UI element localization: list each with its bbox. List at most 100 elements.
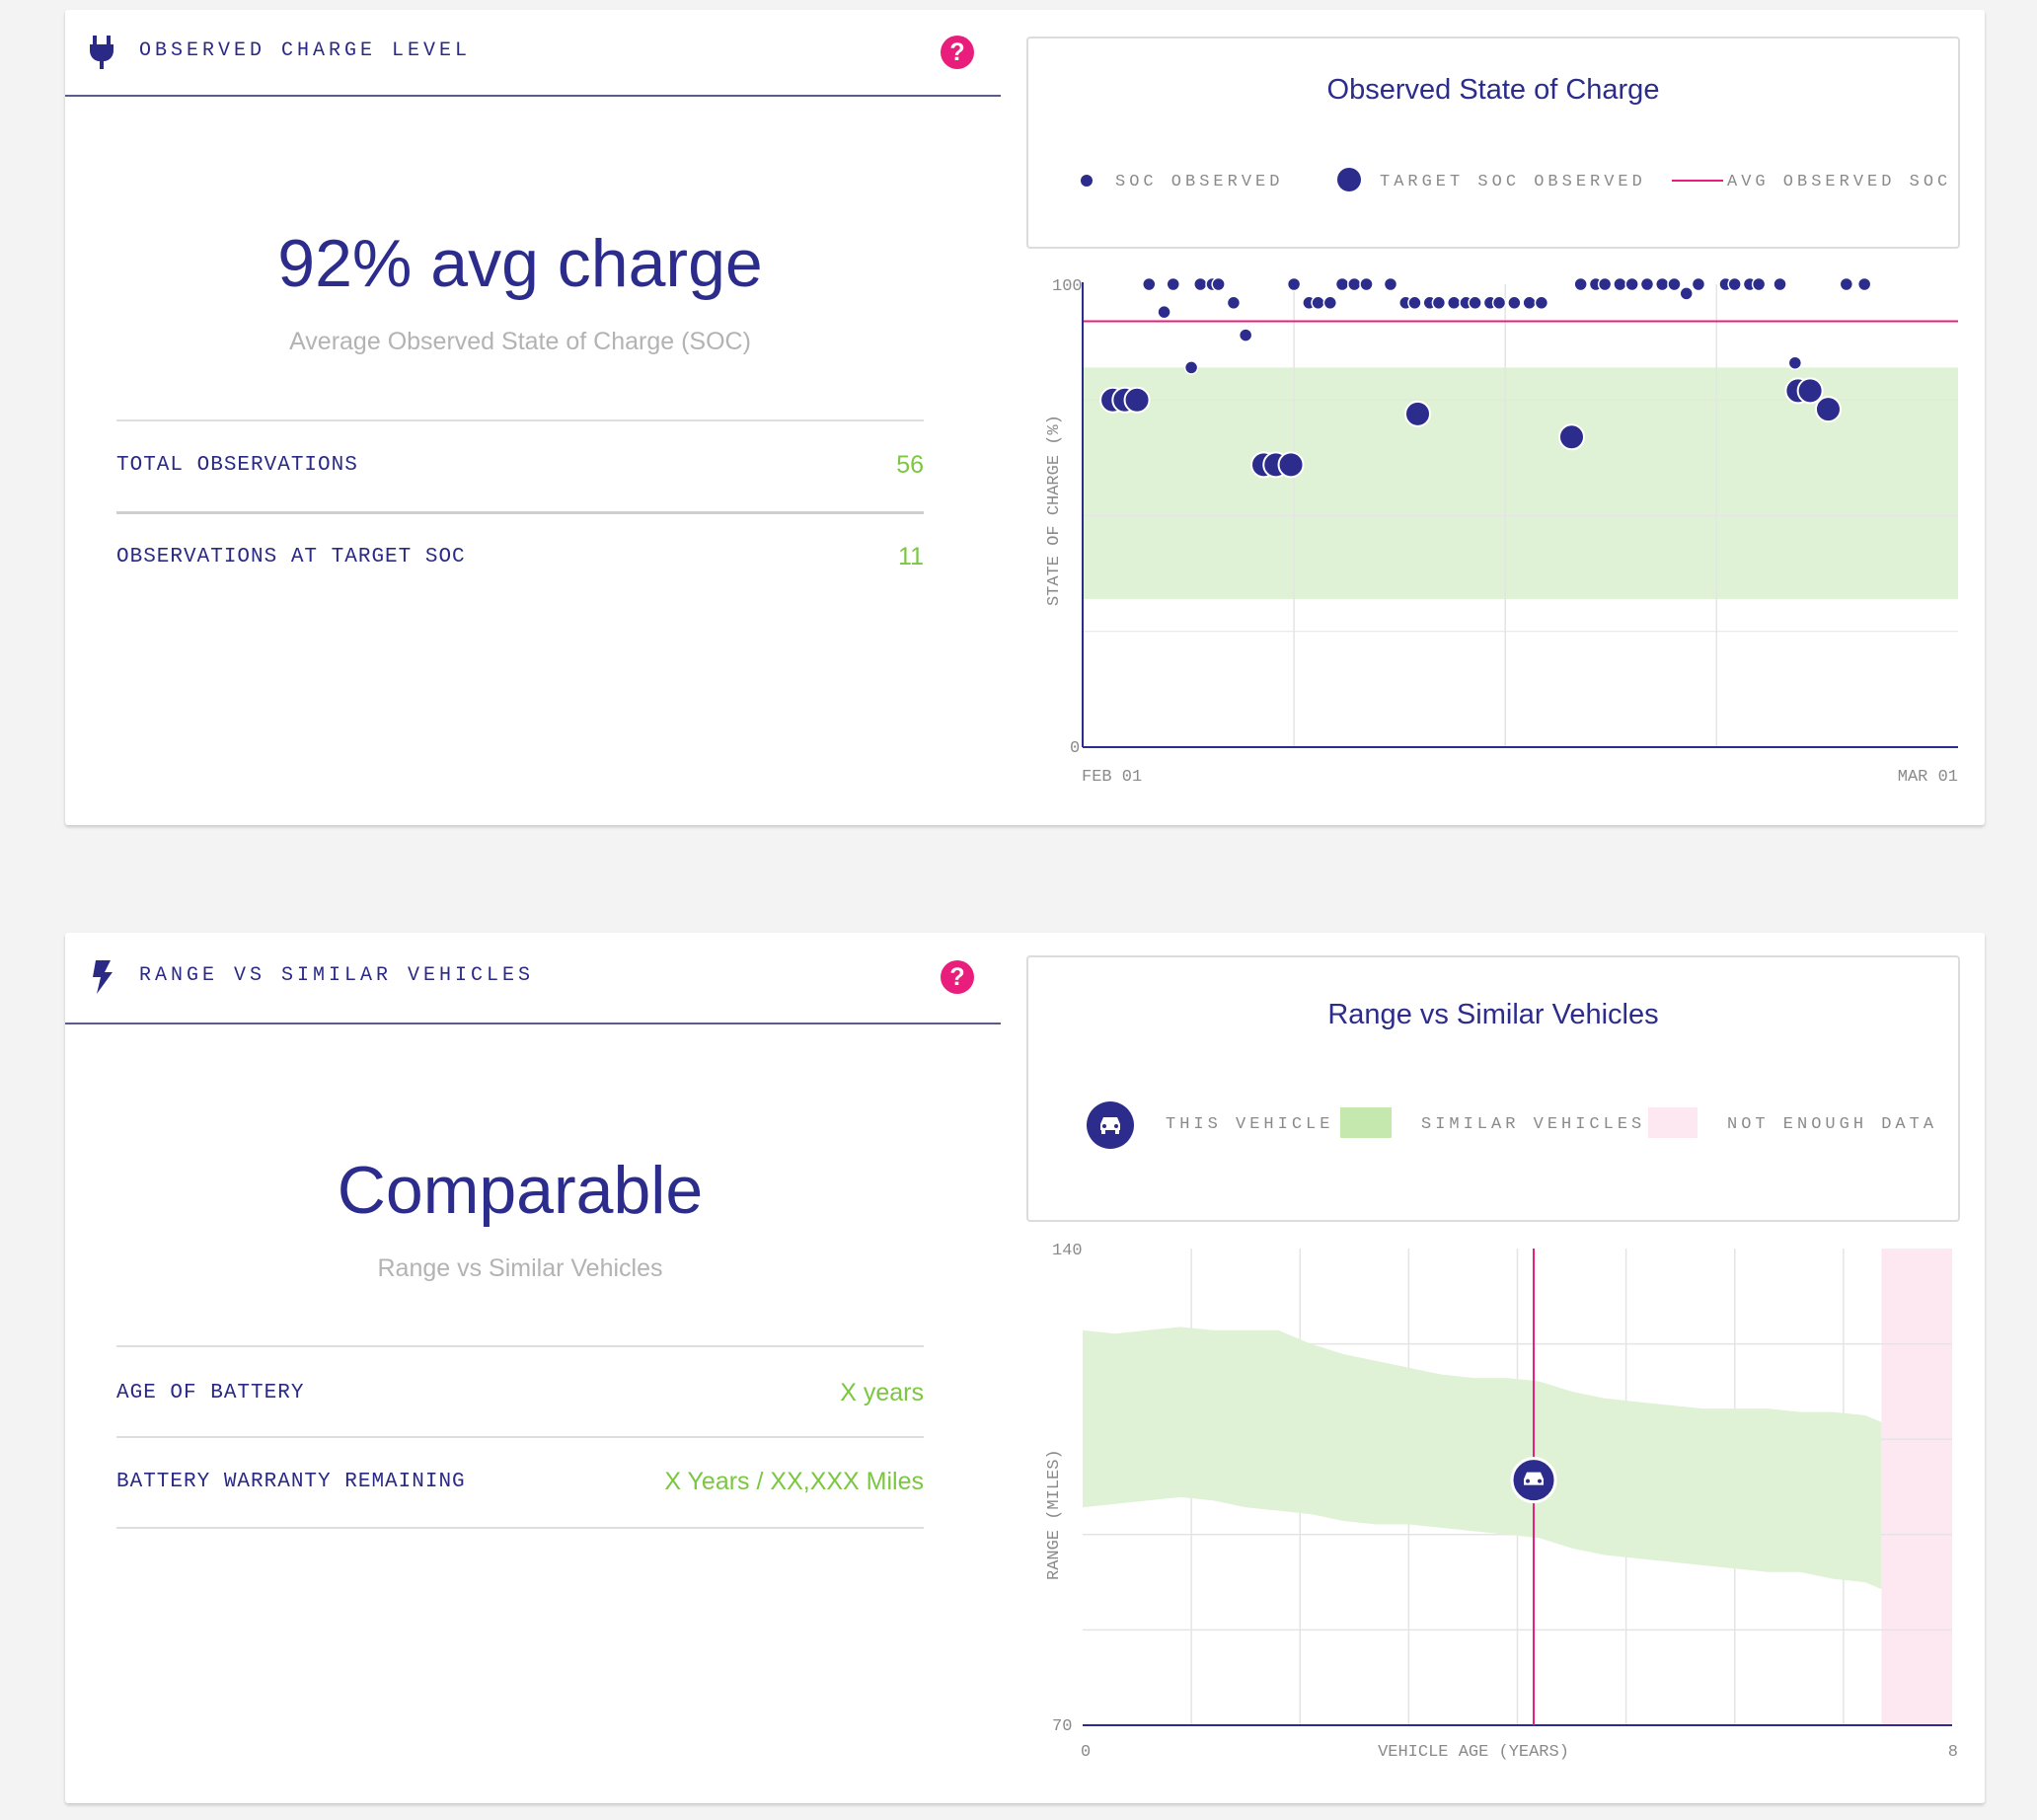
- similar-vehicles-band: [1083, 1327, 1882, 1589]
- soc-observed-point: [1322, 295, 1338, 311]
- soc-observed-point: [1347, 276, 1362, 292]
- warranty-value: X Years / XX,XXX Miles: [664, 1468, 924, 1495]
- range-x-tick-start: 0: [1081, 1743, 1091, 1762]
- soc-observed-point: [1639, 276, 1655, 292]
- soc-observed-point: [1468, 295, 1482, 311]
- car-icon-light: [1526, 1479, 1531, 1483]
- range-panel-title: RANGE VS SIMILAR VEHICLES: [139, 964, 535, 987]
- avg-charge-subtitle: Average Observed State of Charge (SOC): [289, 328, 751, 355]
- soc-observed-point: [1751, 276, 1767, 292]
- divider: [116, 511, 924, 514]
- range-y-axis-label: RANGE (MILES): [1045, 1449, 1064, 1580]
- soc-observed-point: [1534, 295, 1549, 311]
- soc-y-tick-min: 0: [1070, 739, 1080, 758]
- range-y-tick-max: 140: [1052, 1242, 1083, 1260]
- range-card: RANGE VS SIMILAR VEHICLES ? Comparable R…: [65, 933, 1985, 1803]
- target-soc-point: [1404, 400, 1432, 427]
- soc-observed-point: [1727, 276, 1742, 292]
- soc-observed-point: [1238, 328, 1253, 342]
- not-enough-data-swatch: [1648, 1107, 1698, 1138]
- charge-panel-header: OBSERVED CHARGE LEVEL ?: [65, 10, 1001, 97]
- soc-observed-point: [1226, 295, 1242, 311]
- soc-plot-area: [1082, 276, 1958, 748]
- charge-panel-title: OBSERVED CHARGE LEVEL: [139, 39, 472, 62]
- similar-vehicles-legend-label: SIMILAR VEHICLES: [1421, 1115, 1646, 1134]
- target-soc-point: [1796, 377, 1824, 405]
- divider: [116, 1436, 924, 1438]
- soc-observed-point: [1211, 276, 1226, 292]
- target-soc-point: [1123, 386, 1151, 414]
- soc-observed-point: [1667, 276, 1682, 292]
- range-plot-area: [1083, 1249, 1952, 1726]
- soc-observed-point: [1613, 276, 1627, 292]
- soc-observed-point: [1839, 276, 1854, 292]
- car-icon: [1524, 1472, 1545, 1485]
- range-chart-title: Range vs Similar Vehicles: [1327, 999, 1659, 1030]
- soc-x-tick-start: FEB 01: [1082, 768, 1142, 787]
- target-soc-point: [1277, 451, 1305, 479]
- divider: [116, 1345, 924, 1347]
- soc-observed-point: [1655, 276, 1670, 292]
- soc-observed-legend-label: SOC OBSERVED: [1115, 173, 1284, 191]
- soc-observed-point: [1507, 295, 1522, 311]
- range-x-tick-end: 8: [1948, 1743, 1958, 1762]
- soc-observed-point: [1773, 276, 1787, 292]
- soc-observed-point: [1193, 276, 1208, 292]
- target-soc-legend-label: TARGET SOC OBSERVED: [1380, 173, 1646, 191]
- soc-observed-point: [1311, 295, 1325, 311]
- range-x-axis-label: VEHICLE AGE (YEARS): [1378, 1743, 1569, 1762]
- soc-x-tick-end: MAR 01: [1898, 768, 1958, 787]
- range-y-tick-min: 70: [1052, 1717, 1072, 1736]
- not-enough-data-region: [1881, 1249, 1952, 1725]
- soc-observed-point: [1679, 286, 1694, 301]
- total-observations-value: 56: [896, 451, 924, 479]
- this-vehicle-legend-label: THIS VEHICLE: [1166, 1115, 1334, 1134]
- target-soc-point: [1557, 423, 1585, 451]
- soc-observed-point: [1597, 276, 1613, 292]
- avg-soc-legend-label: AVG OBSERVED SOC: [1727, 173, 1952, 191]
- avg-soc-legend-line: [1672, 180, 1723, 182]
- help-icon[interactable]: ?: [941, 36, 974, 69]
- divider: [116, 419, 924, 421]
- soc-observed-point: [1787, 355, 1803, 370]
- soc-observed-point: [1431, 295, 1447, 311]
- car-icon-light: [1538, 1479, 1543, 1483]
- soc-observed-point: [1407, 295, 1422, 311]
- soc-observed-point: [1383, 276, 1398, 292]
- soc-scatter-chart: STATE OF CHARGE (%) 100 0 FEB 01 MAR 01: [1045, 276, 1958, 787]
- help-icon[interactable]: ?: [941, 960, 974, 994]
- soc-observed-point: [1166, 276, 1181, 292]
- soc-observed-point: [1624, 276, 1639, 292]
- target-observations-label: OBSERVATIONS AT TARGET SOC: [116, 546, 466, 569]
- range-subtitle: Range vs Similar Vehicles: [377, 1254, 663, 1282]
- total-observations-label: TOTAL OBSERVATIONS: [116, 454, 358, 477]
- range-headline: Comparable: [337, 1153, 704, 1228]
- soc-y-axis-label: STATE OF CHARGE (%): [1045, 415, 1064, 606]
- battery-age-label: AGE OF BATTERY: [116, 1382, 305, 1404]
- soc-observed-point: [1183, 360, 1199, 375]
- soc-y-tick-max: 100: [1052, 277, 1083, 296]
- soc-legend-box: Observed State of Charge SOC OBSERVED TA…: [1026, 37, 1960, 249]
- battery-age-value: X years: [840, 1379, 924, 1406]
- target-soc-legend-marker: [1337, 168, 1361, 191]
- target-soc-band: [1083, 367, 1958, 599]
- target-soc-point: [1814, 396, 1842, 423]
- soc-observed-point: [1856, 276, 1872, 292]
- range-panel-header: RANGE VS SIMILAR VEHICLES ?: [65, 933, 1001, 1024]
- range-legend-box: Range vs Similar Vehicles THIS VEHICLE S…: [1026, 955, 1960, 1222]
- soc-observed-legend-marker: [1081, 175, 1093, 187]
- target-observations-value: 11: [898, 543, 924, 570]
- soc-observed-point: [1446, 295, 1462, 311]
- range-area-chart: RANGE (MILES) 140 70 0 8 VEHICLE AGE (YE…: [1045, 1242, 1958, 1762]
- soc-observed-point: [1522, 295, 1537, 311]
- car-icon: [1087, 1101, 1134, 1149]
- soc-observed-point: [1691, 276, 1706, 292]
- similar-vehicles-swatch: [1340, 1107, 1392, 1138]
- not-enough-data-legend-label: NOT ENOUGH DATA: [1727, 1115, 1938, 1134]
- warranty-label: BATTERY WARRANTY REMAINING: [116, 1471, 466, 1493]
- avg-charge-headline: 92% avg charge: [277, 226, 763, 301]
- soc-chart-title: Observed State of Charge: [1326, 74, 1660, 106]
- soc-observed-point: [1359, 276, 1374, 292]
- observed-charge-card: OBSERVED CHARGE LEVEL ? 92% avg charge A…: [65, 10, 1985, 825]
- soc-observed-point: [1142, 276, 1157, 292]
